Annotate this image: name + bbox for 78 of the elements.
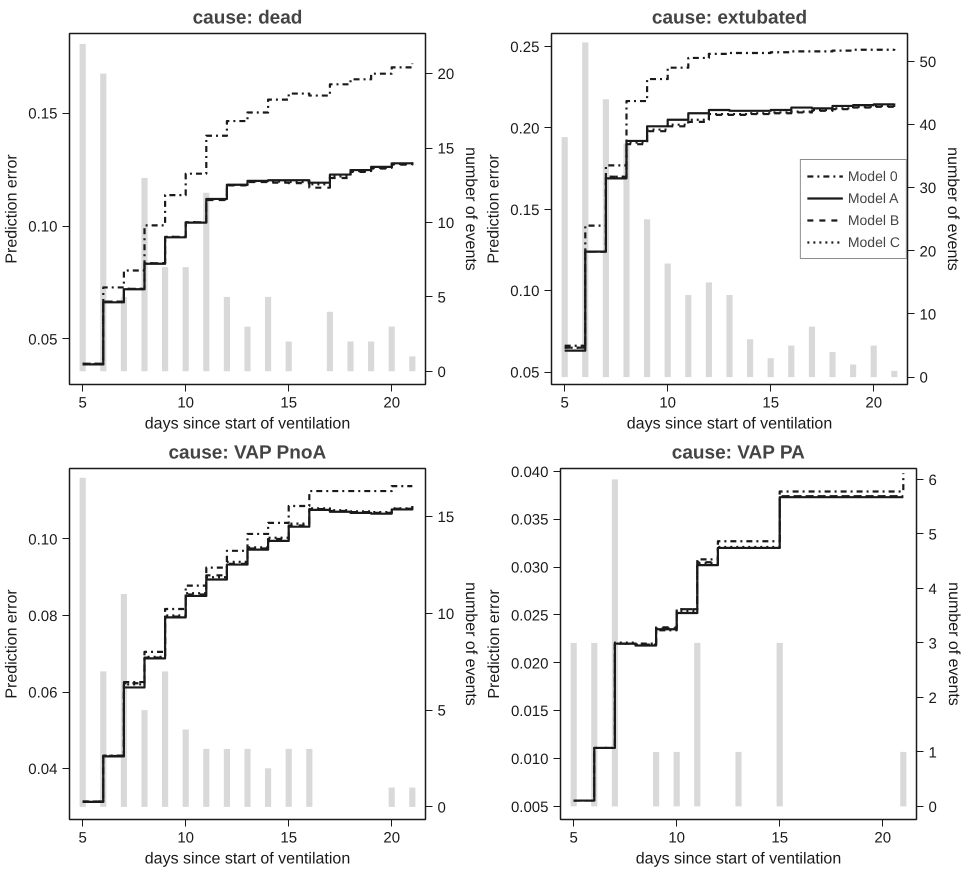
x-tick-label: 5 (570, 830, 578, 846)
legend-label: Model C (848, 234, 900, 250)
x-tick-label: 10 (177, 394, 194, 412)
y2-tick-label: 6 (928, 472, 937, 489)
y2-tick-label: 10 (438, 214, 454, 232)
y-tick-label: 0.05 (510, 364, 540, 382)
y-tick-label: 0.025 (510, 607, 549, 624)
x-tick-label: 20 (865, 394, 882, 412)
y2-tick-label: 5 (438, 289, 446, 306)
y2-tick-label: 20 (438, 66, 454, 84)
y2-tick-label: 10 (920, 306, 936, 324)
y-axis-title: Prediction error (3, 154, 20, 264)
y2-tick-label: 30 (920, 180, 936, 198)
y2-tick-label: 2 (928, 690, 937, 707)
y2-tick-label: 50 (920, 54, 936, 71)
x-tick-label: 10 (177, 830, 194, 846)
y2-tick-label: 15 (438, 509, 454, 526)
legend-label: Model 0 (848, 168, 898, 184)
y-tick-label: 0.10 (28, 531, 58, 548)
y2-tick-label: 1 (928, 744, 937, 762)
y2-tick-label: 0 (438, 364, 446, 381)
x-tick-label: 5 (78, 830, 87, 846)
chart-title: cause: VAP PA (672, 442, 806, 464)
y-tick-label: 0.04 (28, 761, 58, 778)
y-tick-label: 0.030 (510, 560, 549, 577)
y2-tick-label: 20 (920, 243, 936, 260)
y2-axis-title: number of events (944, 582, 962, 706)
x-tick-label: 10 (659, 394, 676, 412)
x-axis-title: days since start of ventilation (636, 850, 842, 868)
y2-tick-label: 40 (920, 116, 936, 134)
y2-axis-title: number of events (462, 147, 480, 271)
y2-axis-title: number of events (462, 582, 480, 706)
y-tick-label: 0.05 (28, 331, 58, 348)
x-axis-title: days since start of ventilation (626, 416, 832, 432)
y-tick-label: 0.08 (28, 608, 58, 625)
y-axis-title: Prediction error (3, 588, 20, 699)
x-tick-label: 15 (280, 394, 298, 412)
y2-tick-label: 15 (438, 140, 454, 158)
x-tick-label: 20 (383, 830, 400, 846)
x-tick-label: 5 (560, 394, 569, 412)
chart-title: cause: VAP PnoA (168, 442, 326, 464)
y2-tick-label: 3 (928, 635, 937, 652)
x-tick-label: 20 (874, 830, 892, 846)
y-tick-label: 0.005 (510, 798, 549, 816)
y-tick-label: 0.010 (510, 750, 549, 768)
chart-title: cause: dead (192, 8, 302, 28)
legend-label: Model A (848, 190, 898, 206)
y2-tick-label: 0 (438, 799, 446, 816)
y2-tick-label: 0 (928, 798, 937, 816)
y-tick-label: 0.040 (510, 464, 549, 481)
y-tick-label: 0.15 (510, 202, 540, 219)
y-tick-label: 0.06 (28, 684, 58, 702)
y2-tick-label: 10 (438, 606, 454, 623)
y-axis-title: Prediction error (486, 588, 503, 699)
y2-axis-title: number of events (944, 147, 962, 271)
y-tick-label: 0.10 (28, 218, 58, 236)
y-tick-label: 0.035 (510, 512, 549, 529)
x-tick-label: 10 (668, 830, 686, 846)
y-tick-label: 0.25 (510, 39, 540, 56)
x-tick-label: 15 (280, 830, 298, 846)
x-tick-label: 20 (383, 394, 400, 412)
x-axis-title: days since start of ventilation (144, 850, 350, 868)
y-tick-label: 0.10 (510, 283, 540, 300)
x-axis-title: days since start of ventilation (144, 416, 350, 432)
y2-tick-label: 0 (920, 370, 928, 387)
chart-title: cause: extubated (652, 8, 808, 28)
y2-tick-label: 5 (928, 526, 937, 544)
y-tick-label: 0.20 (510, 120, 540, 138)
legend-label: Model B (848, 212, 900, 228)
y-tick-label: 0.020 (510, 655, 549, 672)
y-tick-label: 0.15 (28, 106, 58, 123)
y2-tick-label: 4 (928, 580, 937, 598)
x-tick-label: 5 (78, 394, 87, 412)
y-tick-label: 0.015 (510, 703, 549, 720)
y-axis-title: Prediction error (485, 154, 502, 264)
x-tick-label: 15 (762, 394, 780, 412)
y2-tick-label: 5 (438, 702, 446, 720)
x-tick-label: 15 (771, 830, 788, 846)
